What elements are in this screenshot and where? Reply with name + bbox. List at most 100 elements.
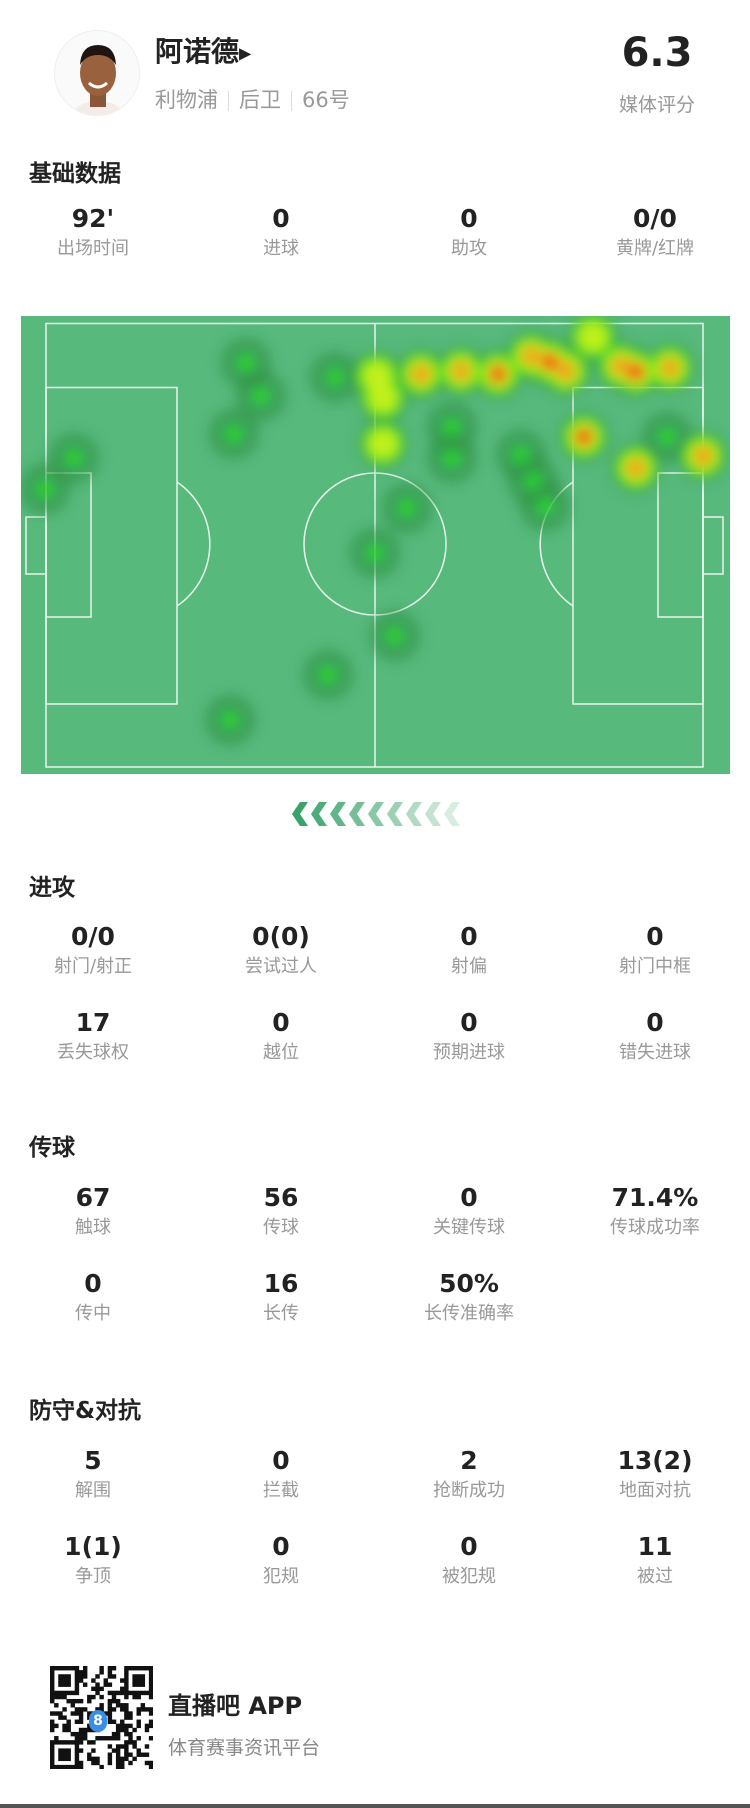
play-triangle-icon: ▶ bbox=[239, 43, 252, 63]
stat-value: 71.4% bbox=[611, 1183, 699, 1212]
stat-value: 0 bbox=[460, 204, 478, 233]
stat-label: 地面对抗 bbox=[619, 1480, 691, 1501]
heat-spot bbox=[537, 498, 553, 514]
stat-item: 2 抢断成功 bbox=[375, 1446, 563, 1502]
section-title-attack: 进攻 bbox=[29, 875, 75, 901]
heat-spot bbox=[611, 356, 631, 376]
heat-spot bbox=[367, 545, 383, 561]
stat-label: 射偏 bbox=[451, 956, 487, 977]
stat-label: 被犯规 bbox=[442, 1566, 496, 1587]
app-name: 直播吧 APP bbox=[168, 1692, 303, 1720]
stat-label: 错失进球 bbox=[619, 1042, 691, 1063]
player-avatar bbox=[54, 30, 140, 116]
heat-spot bbox=[444, 419, 460, 435]
stat-label: 犯规 bbox=[263, 1566, 299, 1587]
stat-label: 被过 bbox=[637, 1566, 673, 1587]
stat-item: 0 进球 bbox=[187, 204, 375, 260]
stat-label: 黄牌/红牌 bbox=[615, 238, 695, 259]
stat-label: 长传 bbox=[263, 1303, 299, 1324]
stat-label: 长传准确率 bbox=[424, 1303, 514, 1324]
stat-label: 射门中框 bbox=[619, 956, 691, 977]
stat-label: 抢断成功 bbox=[433, 1480, 505, 1501]
stat-label: 丢失球权 bbox=[57, 1042, 129, 1063]
heat-spot bbox=[387, 628, 403, 644]
heat-spot bbox=[238, 355, 254, 371]
heat-spot bbox=[411, 364, 431, 384]
rating-label: 媒体评分 bbox=[618, 94, 695, 116]
heat-spot bbox=[226, 426, 242, 442]
heat-spot bbox=[543, 355, 557, 369]
stat-item: 92' 出场时间 bbox=[0, 204, 187, 260]
stat-value: 0 bbox=[84, 1269, 102, 1298]
stat-value: 0 bbox=[460, 1008, 478, 1037]
heat-spot bbox=[222, 712, 238, 728]
stat-value: 0/0 bbox=[71, 922, 115, 951]
stat-value: 92' bbox=[71, 204, 115, 233]
stat-label: 争顶 bbox=[75, 1566, 111, 1587]
stat-item: 0 射门中框 bbox=[561, 922, 749, 978]
bottom-bar bbox=[0, 1804, 750, 1808]
app-tagline: 体育赛事资讯平台 bbox=[168, 1737, 321, 1759]
player-name-text: 阿诺德 bbox=[155, 35, 240, 68]
heat-spot bbox=[513, 447, 529, 463]
chevron-left-icon bbox=[406, 802, 422, 826]
qr-badge: 8 bbox=[89, 1710, 107, 1732]
stat-item: 0 预期进球 bbox=[375, 1008, 563, 1064]
chevron-left-icon bbox=[311, 802, 327, 826]
stat-value: 56 bbox=[263, 1183, 299, 1212]
stat-label: 尝试过人 bbox=[245, 956, 317, 977]
position: 后卫 bbox=[239, 88, 281, 112]
heat-spot bbox=[491, 367, 505, 381]
shirt-number: 66号 bbox=[302, 88, 350, 112]
stat-label: 传球成功率 bbox=[610, 1217, 700, 1238]
heat-spot bbox=[253, 388, 269, 404]
stat-value: 0/0 bbox=[633, 204, 677, 233]
stat-item: 50% 长传准确率 bbox=[375, 1269, 563, 1325]
stat-item: 0(0) 尝试过人 bbox=[187, 922, 375, 978]
stat-label: 越位 bbox=[263, 1042, 299, 1063]
heat-spot bbox=[659, 429, 675, 445]
section-title-basic: 基础数据 bbox=[29, 161, 121, 187]
stat-item: 71.4% 传球成功率 bbox=[561, 1183, 749, 1239]
heat-spot bbox=[444, 450, 460, 466]
stat-value: 0 bbox=[460, 1532, 478, 1561]
stat-value: 0 bbox=[272, 204, 290, 233]
stat-value: 5 bbox=[84, 1446, 102, 1475]
stat-item: 67 触球 bbox=[0, 1183, 187, 1239]
stat-value: 2 bbox=[460, 1446, 478, 1475]
stat-value: 0 bbox=[272, 1008, 290, 1037]
heat-spot bbox=[556, 361, 576, 381]
stat-label: 传中 bbox=[75, 1303, 111, 1324]
qr-code: 8 bbox=[50, 1666, 154, 1770]
stat-label: 预期进球 bbox=[433, 1042, 505, 1063]
heat-spot bbox=[577, 430, 591, 444]
heat-spot bbox=[320, 667, 336, 683]
heatmap-layer bbox=[19, 311, 729, 746]
heat-spot bbox=[525, 473, 541, 489]
heatmap-pitch bbox=[19, 311, 730, 774]
stat-label: 拦截 bbox=[263, 1480, 299, 1501]
stat-label: 射门/射正 bbox=[53, 956, 133, 977]
stat-item: 11 被过 bbox=[561, 1532, 749, 1588]
heat-spot bbox=[37, 481, 53, 497]
stat-label: 传球 bbox=[263, 1217, 299, 1238]
rating-value: 6.3 bbox=[621, 30, 693, 76]
heat-spot bbox=[451, 361, 471, 381]
stat-label: 进球 bbox=[263, 238, 299, 259]
stat-value: 0 bbox=[272, 1446, 290, 1475]
section-title-defense: 防守&对抗 bbox=[29, 1398, 142, 1424]
player-name[interactable]: 阿诺德▶ bbox=[155, 30, 251, 70]
player-meta: 利物浦 后卫 66号 bbox=[155, 84, 350, 114]
stat-value: 0 bbox=[460, 1183, 478, 1212]
stat-item: 0 射偏 bbox=[375, 922, 563, 978]
stat-item: 0 错失进球 bbox=[561, 1008, 749, 1064]
heat-spot bbox=[66, 450, 82, 466]
heat-spot bbox=[521, 346, 541, 366]
heat-spot bbox=[369, 384, 397, 412]
heat-spot bbox=[369, 430, 397, 458]
stat-value: 67 bbox=[75, 1183, 111, 1212]
stat-item: 56 传球 bbox=[187, 1183, 375, 1239]
stat-label: 出场时间 bbox=[57, 238, 129, 259]
stat-item: 1(1) 争顶 bbox=[0, 1532, 187, 1588]
stat-item: 5 解围 bbox=[0, 1446, 187, 1502]
